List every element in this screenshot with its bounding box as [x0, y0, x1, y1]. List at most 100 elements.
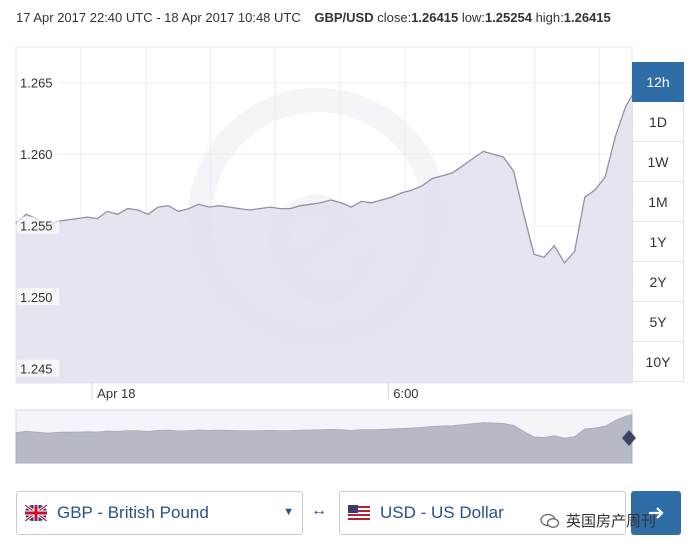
y-tick-label: 1.250: [20, 290, 53, 305]
range-button-1y[interactable]: 1Y: [632, 222, 684, 262]
to-currency-select[interactable]: USD - US Dollar: [339, 491, 626, 535]
x-tick-label: Apr 18: [97, 386, 135, 401]
arrow-right-icon: [649, 507, 664, 519]
data-point: [624, 106, 627, 108]
data-point: [492, 153, 494, 155]
data-point: [249, 209, 251, 211]
data-point: [340, 202, 342, 204]
data-point: [117, 213, 119, 215]
range-button-10y[interactable]: 10Y: [632, 342, 684, 382]
data-point: [574, 250, 576, 253]
data-point: [482, 150, 484, 152]
data-point: [218, 205, 220, 207]
data-point: [360, 200, 362, 202]
data-point: [533, 253, 535, 255]
y-tick-bg: [17, 359, 59, 377]
data-point: [523, 213, 525, 215]
wechat-watermark: 英国房产周刊: [540, 510, 656, 531]
data-point: [198, 203, 200, 205]
chart-header: 17 Apr 2017 22:40 UTC - 18 Apr 2017 10:4…: [16, 10, 611, 25]
data-point: [543, 256, 545, 258]
data-point: [167, 205, 169, 207]
y-tick-bg: [17, 145, 59, 163]
data-point: [614, 136, 616, 138]
data-point: [279, 208, 281, 210]
low-label: low:: [461, 10, 485, 25]
range-button-2y[interactable]: 2Y: [632, 262, 684, 302]
data-point: [391, 196, 393, 198]
us-flag-icon: [348, 505, 370, 521]
data-point: [350, 206, 352, 208]
series-line: [15, 95, 633, 264]
data-point: [604, 176, 606, 178]
data-point: [370, 202, 373, 204]
y-tick-label: 1.265: [20, 76, 53, 91]
convert-button[interactable]: [631, 491, 681, 535]
data-point: [584, 196, 586, 198]
data-point: [106, 210, 108, 212]
y-tick-label: 1.260: [20, 147, 53, 162]
series-area: [16, 95, 632, 383]
wechat-logo-icon: [540, 513, 560, 528]
data-point: [594, 189, 596, 191]
data-point: [421, 185, 423, 187]
navigator-area: [15, 414, 633, 464]
y-tick-bg: [17, 73, 59, 91]
data-point: [401, 192, 403, 194]
watermark-text: 英国房产周刊: [566, 513, 657, 530]
data-point: [462, 165, 464, 167]
data-point: [127, 208, 129, 210]
data-point: [177, 210, 180, 212]
data-point: [15, 222, 17, 224]
from-currency-label: GBP - British Pound: [57, 503, 209, 522]
from-currency-select[interactable]: GBP - British Pound ▼: [16, 491, 303, 535]
data-point: [147, 213, 149, 215]
range-button-1m[interactable]: 1M: [632, 182, 684, 222]
data-point: [442, 175, 444, 177]
close-value: 1.26415: [411, 10, 459, 25]
data-point: [431, 177, 433, 180]
to-currency-label: USD - US Dollar: [380, 503, 504, 522]
close-label: close:: [377, 10, 412, 25]
data-point: [228, 206, 230, 208]
data-point: [553, 245, 555, 247]
data-point: [381, 199, 383, 201]
y-tick-bg: [17, 216, 59, 234]
data-point: [289, 208, 291, 210]
chevron-down-icon: ▼: [283, 506, 294, 518]
data-point: [157, 206, 159, 208]
high-value: 1.26415: [563, 10, 611, 25]
range-button-5y[interactable]: 5Y: [632, 302, 684, 342]
y-axis-ticks: 1.245 1.250 1.255 1.260 1.265: [17, 73, 59, 377]
x-axis-ticks: Apr 18 6:00: [91, 383, 419, 401]
data-point: [96, 218, 98, 220]
x-tick-label: 6:00: [393, 386, 418, 401]
data-point: [452, 172, 454, 174]
data-point: [330, 199, 332, 201]
data-point: [25, 213, 27, 215]
price-area: [15, 95, 633, 383]
data-point: [472, 157, 474, 160]
uk-flag-icon: [25, 505, 47, 521]
data-point: [269, 206, 271, 208]
high-label: high:: [535, 10, 564, 25]
currency-pair: GBP/USD: [314, 10, 374, 25]
range-button-12h[interactable]: 12h: [632, 62, 684, 102]
data-point: [137, 209, 139, 211]
data-point: [320, 202, 322, 204]
low-value: 1.25254: [484, 10, 532, 25]
data-point: [309, 203, 312, 205]
navigator-handle[interactable]: [622, 430, 636, 446]
data-point: [513, 170, 515, 172]
data-point: [66, 219, 68, 221]
navigator-overview[interactable]: [15, 409, 636, 464]
data-point: [299, 205, 301, 207]
data-point: [208, 206, 210, 208]
range-button-1d[interactable]: 1D: [632, 102, 684, 142]
swap-currencies-button[interactable]: ↔: [311, 502, 327, 519]
date-range: 17 Apr 2017 22:40 UTC - 18 Apr 2017 10:4…: [16, 10, 301, 25]
data-point: [86, 216, 88, 218]
data-point: [563, 262, 566, 264]
range-button-1w[interactable]: 1W: [632, 142, 684, 182]
